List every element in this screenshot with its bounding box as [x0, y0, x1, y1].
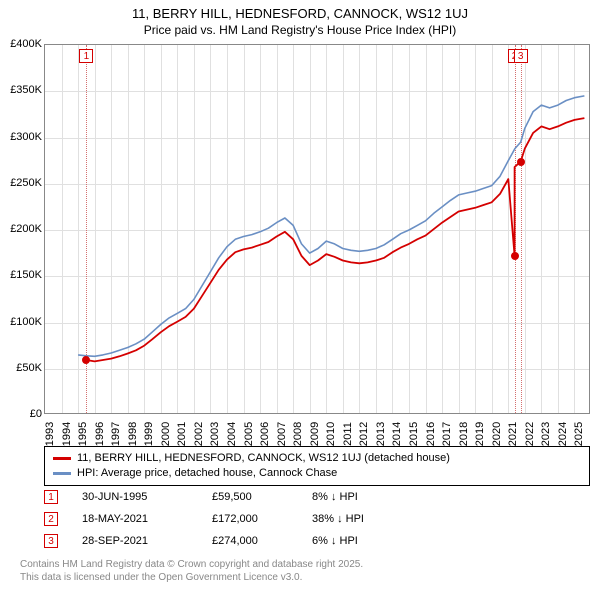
- sale-price: £274,000: [212, 535, 312, 547]
- y-tick-label: £350K: [10, 84, 42, 96]
- chart-title-line1: 11, BERRY HILL, HEDNESFORD, CANNOCK, WS1…: [0, 6, 600, 21]
- x-tick-label: 2005: [243, 422, 255, 446]
- footnote-line1: Contains HM Land Registry data © Crown c…: [20, 558, 363, 571]
- series-hpi: [78, 96, 584, 356]
- x-tick-label: 2013: [375, 422, 387, 446]
- sale-price: £172,000: [212, 513, 312, 525]
- x-tick-label: 2023: [540, 422, 552, 446]
- legend-swatch: [53, 472, 71, 475]
- y-tick-label: £0: [30, 408, 42, 420]
- x-tick-label: 2019: [474, 422, 486, 446]
- sale-marker-1: 1: [44, 490, 58, 504]
- x-tick-label: 1993: [44, 422, 56, 446]
- x-tick-label: 2001: [176, 422, 188, 446]
- x-tick-label: 2014: [391, 422, 403, 446]
- legend-row: 11, BERRY HILL, HEDNESFORD, CANNOCK, WS1…: [53, 451, 581, 466]
- legend-label: HPI: Average price, detached house, Cann…: [77, 466, 337, 481]
- y-tick-label: £300K: [10, 131, 42, 143]
- chart-container: 11, BERRY HILL, HEDNESFORD, CANNOCK, WS1…: [0, 0, 600, 590]
- sale-marker-2: 2: [44, 512, 58, 526]
- sale-dot: [511, 252, 519, 260]
- sale-row: 2 18-MAY-2021 £172,000 38% ↓ HPI: [44, 512, 432, 526]
- sale-marker-box: 1: [79, 49, 93, 63]
- x-tick-label: 2017: [441, 422, 453, 446]
- x-tick-label: 2007: [276, 422, 288, 446]
- y-tick-label: £50K: [16, 362, 42, 374]
- x-tick-label: 2008: [292, 422, 304, 446]
- x-tick-label: 2012: [358, 422, 370, 446]
- y-tick-label: £400K: [10, 38, 42, 50]
- sale-delta: 8% ↓ HPI: [312, 491, 432, 503]
- series-svg: [45, 45, 591, 415]
- plot-area: 123: [44, 44, 590, 414]
- x-tick-label: 1995: [77, 422, 89, 446]
- x-tick-label: 1996: [94, 422, 106, 446]
- x-tick-label: 1999: [143, 422, 155, 446]
- sale-row: 3 28-SEP-2021 £274,000 6% ↓ HPI: [44, 534, 432, 548]
- x-tick-label: 1998: [127, 422, 139, 446]
- x-tick-label: 2011: [342, 422, 354, 446]
- legend-label: 11, BERRY HILL, HEDNESFORD, CANNOCK, WS1…: [77, 451, 450, 466]
- sale-marker-box: 3: [514, 49, 528, 63]
- sale-date: 30-JUN-1995: [82, 491, 212, 503]
- sale-delta: 6% ↓ HPI: [312, 535, 432, 547]
- y-tick-label: £100K: [10, 316, 42, 328]
- sale-price: £59,500: [212, 491, 312, 503]
- x-tick-label: 2004: [226, 422, 238, 446]
- x-tick-label: 2006: [259, 422, 271, 446]
- sale-row: 1 30-JUN-1995 £59,500 8% ↓ HPI: [44, 490, 432, 504]
- x-tick-label: 1994: [61, 422, 73, 446]
- x-tick-label: 2015: [408, 422, 420, 446]
- sale-delta: 38% ↓ HPI: [312, 513, 432, 525]
- legend: 11, BERRY HILL, HEDNESFORD, CANNOCK, WS1…: [44, 446, 590, 486]
- x-tick-label: 2016: [425, 422, 437, 446]
- legend-row: HPI: Average price, detached house, Cann…: [53, 466, 581, 481]
- x-tick-label: 2000: [160, 422, 172, 446]
- x-tick-label: 2021: [507, 422, 519, 446]
- x-tick-label: 2018: [458, 422, 470, 446]
- x-tick-label: 2025: [573, 422, 585, 446]
- sale-marker-3: 3: [44, 534, 58, 548]
- x-tick-label: 1997: [110, 422, 122, 446]
- x-tick-label: 2024: [557, 422, 569, 446]
- x-tick-label: 2022: [524, 422, 536, 446]
- sale-date: 18-MAY-2021: [82, 513, 212, 525]
- footnote: Contains HM Land Registry data © Crown c…: [20, 558, 363, 584]
- x-tick-label: 2009: [309, 422, 321, 446]
- x-tick-label: 2010: [325, 422, 337, 446]
- footnote-line2: This data is licensed under the Open Gov…: [20, 571, 363, 584]
- sale-dot: [82, 356, 90, 364]
- y-tick-label: £200K: [10, 223, 42, 235]
- y-tick-label: £250K: [10, 177, 42, 189]
- sale-date: 28-SEP-2021: [82, 535, 212, 547]
- x-tick-label: 2020: [491, 422, 503, 446]
- x-tick-label: 2003: [209, 422, 221, 446]
- legend-swatch: [53, 457, 71, 460]
- x-tick-label: 2002: [193, 422, 205, 446]
- chart-title-line2: Price paid vs. HM Land Registry's House …: [0, 23, 600, 37]
- y-tick-label: £150K: [10, 269, 42, 281]
- sale-dot: [517, 158, 525, 166]
